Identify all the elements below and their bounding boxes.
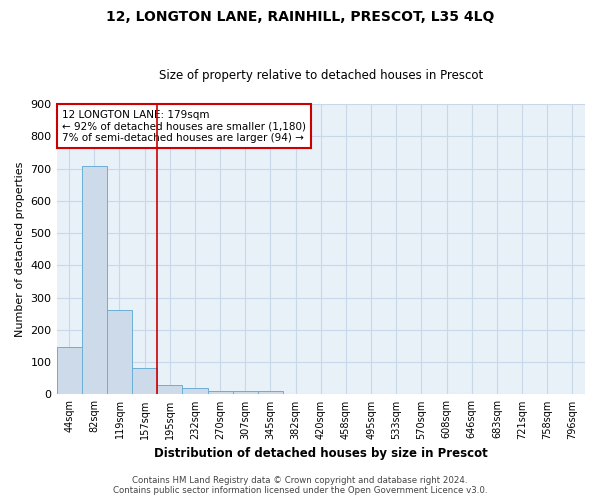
Bar <box>258 391 283 394</box>
Bar <box>132 368 157 394</box>
Y-axis label: Number of detached properties: Number of detached properties <box>15 162 25 337</box>
Text: 12 LONGTON LANE: 179sqm
← 92% of detached houses are smaller (1,180)
7% of semi-: 12 LONGTON LANE: 179sqm ← 92% of detache… <box>62 110 306 143</box>
Bar <box>56 346 82 395</box>
Bar <box>82 166 107 394</box>
Bar <box>208 391 233 394</box>
Bar <box>233 391 258 394</box>
Bar <box>157 384 182 394</box>
Title: Size of property relative to detached houses in Prescot: Size of property relative to detached ho… <box>158 69 483 82</box>
X-axis label: Distribution of detached houses by size in Prescot: Distribution of detached houses by size … <box>154 447 488 460</box>
Text: 12, LONGTON LANE, RAINHILL, PRESCOT, L35 4LQ: 12, LONGTON LANE, RAINHILL, PRESCOT, L35… <box>106 10 494 24</box>
Bar <box>107 310 132 394</box>
Bar <box>182 388 208 394</box>
Text: Contains HM Land Registry data © Crown copyright and database right 2024.
Contai: Contains HM Land Registry data © Crown c… <box>113 476 487 495</box>
